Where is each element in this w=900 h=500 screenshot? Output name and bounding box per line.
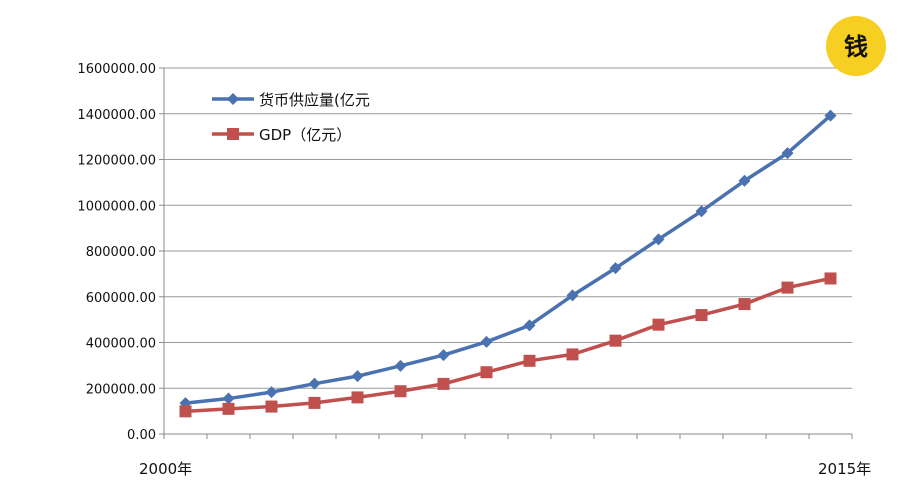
legend-label: GDP（亿元） — [259, 126, 351, 144]
x-end-label: 2015年 — [818, 460, 871, 478]
gridlines — [164, 67, 852, 389]
legend-label: 货币供应量(亿元 — [259, 91, 370, 109]
data-point — [351, 370, 364, 383]
data-point — [781, 281, 794, 294]
money-badge: 钱 — [826, 16, 886, 76]
series-line — [185, 114, 832, 405]
data-point — [394, 385, 407, 398]
data-point — [437, 349, 450, 362]
data-point — [308, 377, 321, 390]
data-point — [222, 402, 235, 415]
legend: 货币供应量(亿元 GDP（亿元） — [212, 91, 370, 144]
data-point — [179, 405, 192, 418]
data-point — [566, 348, 579, 361]
y-tick-label: 600000.00 — [86, 291, 156, 306]
data-point — [523, 354, 536, 367]
data-point — [824, 272, 837, 285]
legend-marker — [227, 93, 239, 105]
y-tick-label: 200000.00 — [86, 382, 156, 397]
y-tick-label: 1200000.00 — [77, 154, 156, 169]
y-tick-label: 1000000.00 — [77, 199, 156, 214]
series-money-supply — [179, 109, 837, 410]
data-point — [824, 109, 837, 122]
legend-marker — [227, 128, 239, 140]
y-tick-label: 800000.00 — [86, 245, 156, 260]
data-point — [523, 319, 536, 332]
badge-text: 钱 — [844, 33, 868, 61]
series-gdp — [179, 272, 837, 418]
data-point — [652, 233, 665, 246]
data-point — [265, 400, 278, 413]
badge-circle — [826, 16, 886, 76]
data-point — [695, 205, 708, 218]
y-tick-label: 400000.00 — [86, 337, 156, 352]
legend-item: GDP（亿元） — [212, 126, 351, 144]
data-point — [222, 392, 235, 405]
data-point — [308, 396, 321, 409]
data-point — [609, 334, 622, 347]
data-point — [480, 366, 493, 379]
x-start-label: 2000年 — [139, 460, 192, 478]
data-point — [394, 359, 407, 372]
data-point — [738, 174, 751, 187]
data-point — [695, 309, 708, 322]
series-line — [185, 276, 831, 414]
y-tick-label: 0.00 — [127, 428, 156, 443]
data-point — [566, 289, 579, 302]
data-point — [351, 391, 364, 404]
legend-item: 货币供应量(亿元 — [212, 91, 370, 109]
data-point — [480, 335, 493, 348]
data-point — [437, 377, 450, 390]
data-point — [609, 262, 622, 275]
y-tick-label: 1600000.00 — [77, 62, 156, 77]
data-point — [738, 298, 751, 311]
data-point — [781, 147, 794, 160]
y-tick-label: 1400000.00 — [77, 108, 156, 123]
axes: 0.00 200000.00 400000.00 600000.00 800000.00… — [77, 62, 853, 443]
data-point — [265, 386, 278, 399]
series-group — [179, 109, 837, 418]
data-point — [652, 318, 665, 331]
